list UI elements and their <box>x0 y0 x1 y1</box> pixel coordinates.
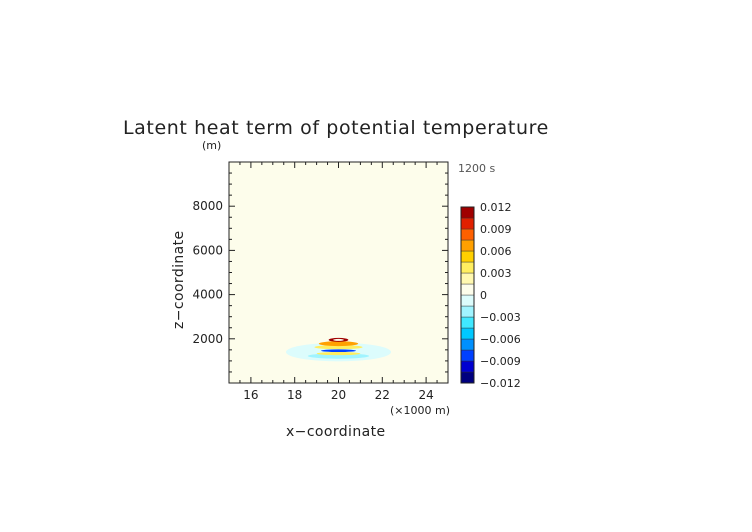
colorbar-swatch <box>460 239 475 252</box>
colorbar-swatch <box>460 349 475 362</box>
x-tick-label: 24 <box>418 388 433 402</box>
field-feature <box>318 341 359 347</box>
colorbar-tick-label: −0.009 <box>480 355 521 368</box>
x-tick-label: 18 <box>287 388 302 402</box>
x-axis-label: x−coordinate <box>286 424 386 440</box>
colorbar-tick-label: −0.012 <box>480 377 521 390</box>
field-feature <box>314 345 363 350</box>
colorbar-swatch <box>460 283 475 296</box>
x-tick-label: 16 <box>243 388 258 402</box>
colorbar-swatch <box>460 228 475 241</box>
colorbar-swatch <box>460 250 475 263</box>
field-feature <box>307 353 370 359</box>
colorbar-swatch <box>460 327 475 340</box>
colorbar-swatch <box>460 338 475 351</box>
x-tick-label: 22 <box>375 388 390 402</box>
time-label: 1200 s <box>458 162 495 175</box>
y-tick-label: 6000 <box>192 243 223 257</box>
colorbar-swatch <box>460 305 475 318</box>
field-feature <box>316 352 361 356</box>
colorbar-swatch <box>460 316 475 329</box>
colorbar-swatch <box>460 206 475 219</box>
field-feature <box>320 349 357 353</box>
y-tick-label: 8000 <box>192 199 223 213</box>
colorbar-tick-label: 0.012 <box>480 201 512 214</box>
colorbar-tick-label: 0.006 <box>480 245 512 258</box>
axis-ticks: 16 18 20 22 24 2000 4000 6000 8000 <box>192 161 449 402</box>
colorbar-frame <box>460 206 475 384</box>
x-unit-label: (×1000 m) <box>390 404 450 417</box>
y-tick-label: 4000 <box>192 288 223 302</box>
colorbar-tick-label: −0.006 <box>480 333 521 346</box>
colorbar-tick-label: 0.003 <box>480 267 512 280</box>
chart-title: Latent heat term of potential temperatur… <box>123 117 549 139</box>
y-tick-label: 2000 <box>192 332 223 346</box>
field-features <box>285 337 392 362</box>
colorbar-tick-label: 0.009 <box>480 223 512 236</box>
colorbar-swatch <box>460 360 475 373</box>
colorbar-swatch <box>460 217 475 230</box>
x-tick-label: 20 <box>331 388 346 402</box>
colorbar-swatch <box>460 371 475 384</box>
y-unit-label: (m) <box>202 139 221 152</box>
colorbar-swatch <box>460 261 475 274</box>
y-axis-label: z−coordinate <box>171 230 187 329</box>
colorbar: 0.012 0.009 0.006 0.003 0 −0.003 −0.006 −0.009 −… <box>460 201 521 390</box>
field-feature <box>333 338 344 341</box>
colorbar-swatch <box>460 272 475 285</box>
colorbar-swatch <box>460 294 475 307</box>
colorbar-tick-label: −0.003 <box>480 311 521 324</box>
colorbar-tick-label: 0 <box>480 289 487 302</box>
